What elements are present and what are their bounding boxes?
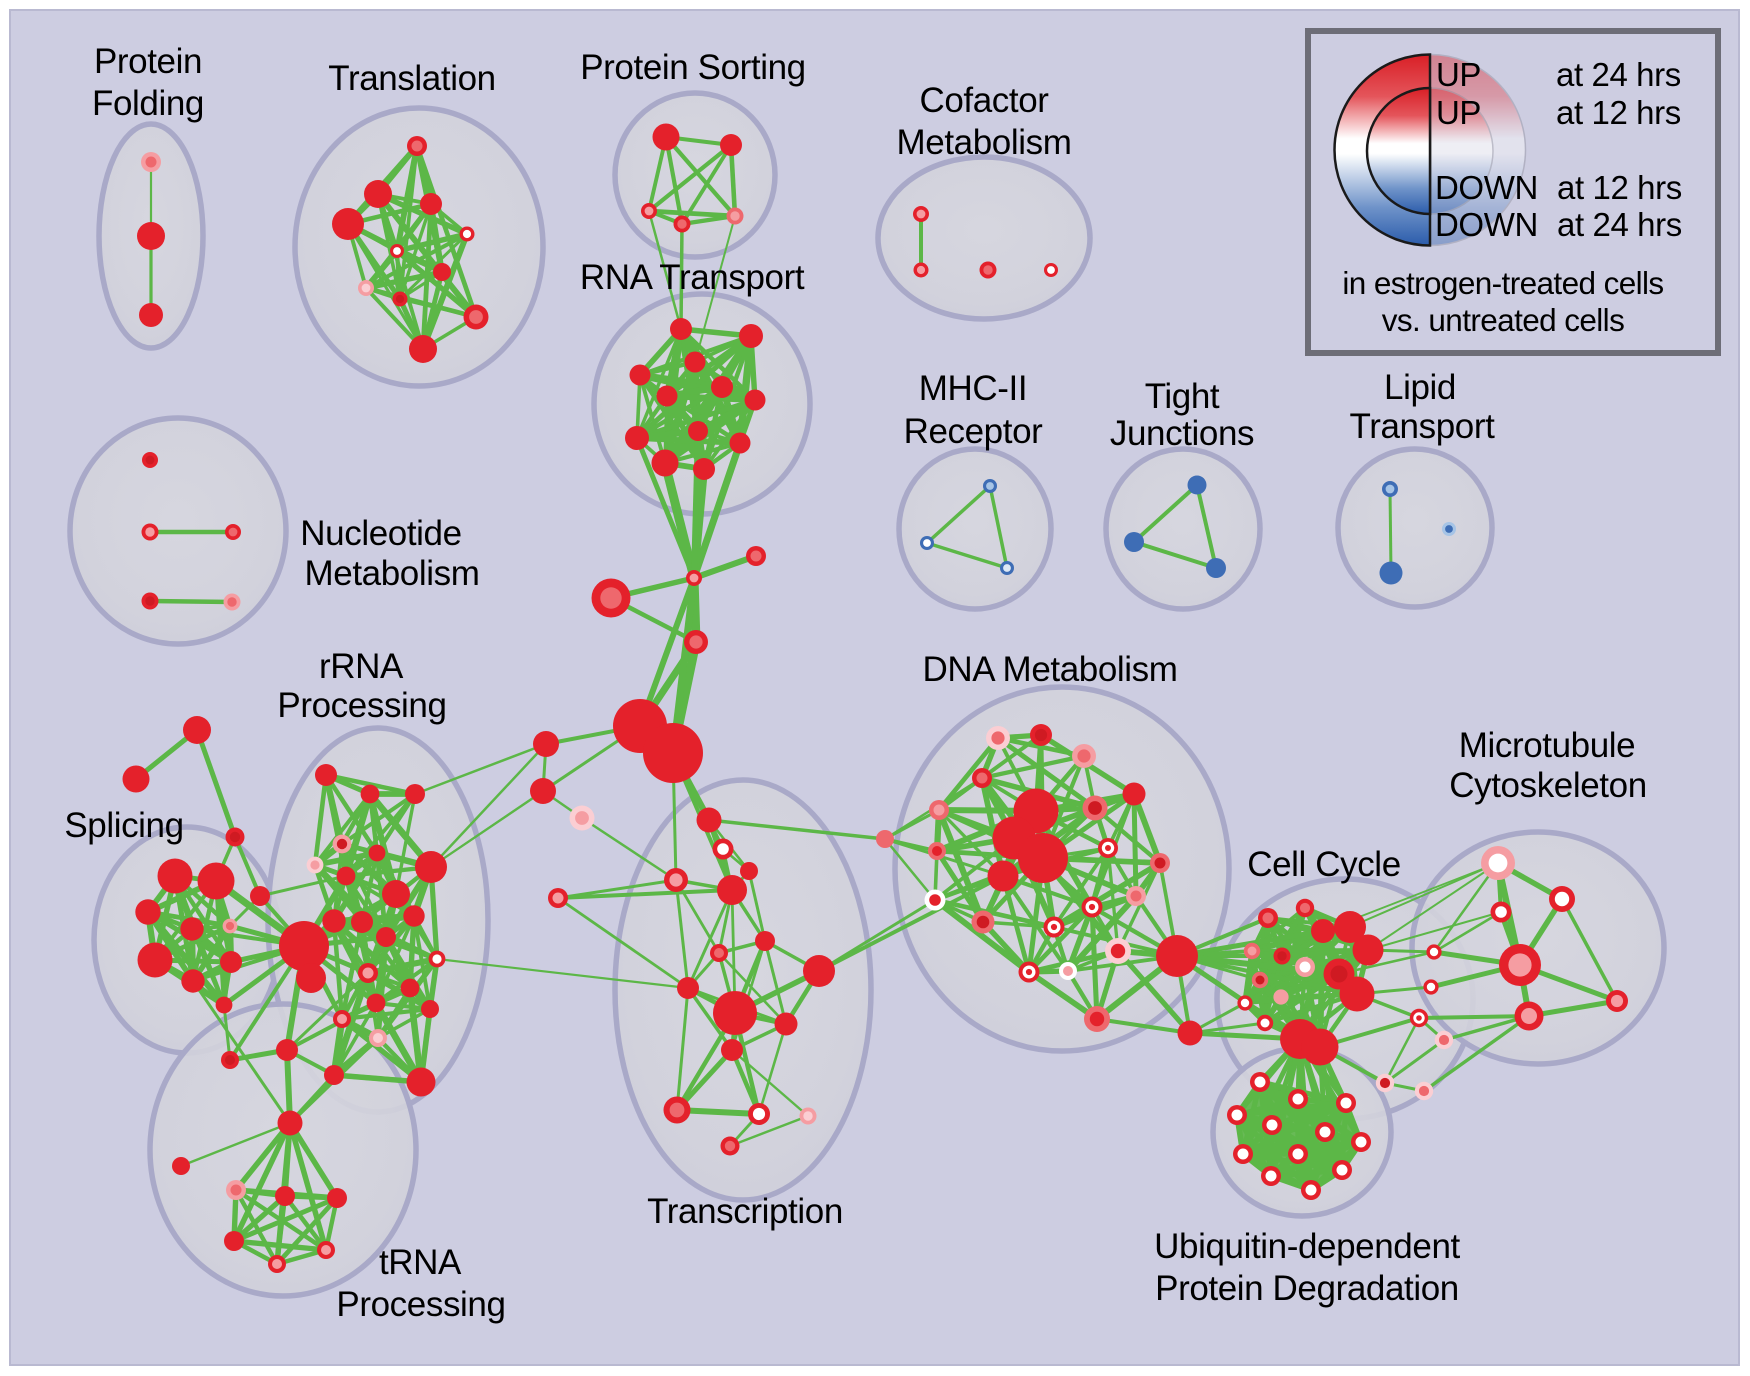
svg-text:vs. untreated cells: vs. untreated cells: [1382, 302, 1624, 338]
svg-text:Nucleotide: Nucleotide: [300, 514, 461, 553]
svg-text:MHC-II: MHC-II: [919, 369, 1027, 408]
svg-text:rRNA: rRNA: [319, 647, 404, 686]
svg-text:Metabolism: Metabolism: [897, 123, 1072, 162]
svg-text:Lipid: Lipid: [1384, 368, 1456, 407]
svg-text:Junctions: Junctions: [1110, 414, 1254, 453]
svg-text:Processing: Processing: [277, 686, 446, 725]
svg-text:at 24 hrs: at 24 hrs: [1557, 206, 1682, 243]
svg-text:Protein Degradation: Protein Degradation: [1155, 1269, 1459, 1308]
svg-text:UP: UP: [1436, 56, 1481, 93]
svg-text:Cofactor: Cofactor: [919, 81, 1049, 120]
svg-text:DNA Metabolism: DNA Metabolism: [922, 650, 1177, 689]
svg-text:Translation: Translation: [328, 59, 495, 98]
svg-text:Tight: Tight: [1145, 377, 1220, 416]
svg-text:Transport: Transport: [1350, 407, 1496, 446]
svg-text:Protein Sorting: Protein Sorting: [580, 48, 806, 87]
svg-text:Receptor: Receptor: [904, 412, 1044, 451]
svg-text:in estrogen-treated cells: in estrogen-treated cells: [1342, 265, 1663, 301]
svg-text:Splicing: Splicing: [64, 806, 183, 845]
svg-text:Metabolism: Metabolism: [305, 554, 480, 593]
svg-text:Ubiquitin-dependent: Ubiquitin-dependent: [1154, 1227, 1460, 1266]
svg-text:Cytoskeleton: Cytoskeleton: [1449, 766, 1647, 805]
svg-text:Protein: Protein: [94, 42, 202, 81]
svg-text:at 24 hrs: at 24 hrs: [1556, 56, 1681, 93]
svg-text:UP: UP: [1436, 94, 1481, 131]
svg-text:Cell Cycle: Cell Cycle: [1247, 845, 1401, 884]
svg-text:DOWN: DOWN: [1435, 169, 1538, 206]
svg-text:Folding: Folding: [92, 84, 204, 123]
svg-text:Microtubule: Microtubule: [1459, 726, 1636, 765]
svg-text:RNA Transport: RNA Transport: [580, 258, 805, 297]
svg-text:DOWN: DOWN: [1435, 206, 1538, 243]
svg-text:tRNA: tRNA: [379, 1243, 462, 1282]
svg-text:at 12 hrs: at 12 hrs: [1556, 94, 1681, 131]
svg-text:Processing: Processing: [336, 1285, 505, 1324]
svg-text:Transcription: Transcription: [647, 1192, 843, 1231]
svg-text:at 12 hrs: at 12 hrs: [1557, 169, 1682, 206]
